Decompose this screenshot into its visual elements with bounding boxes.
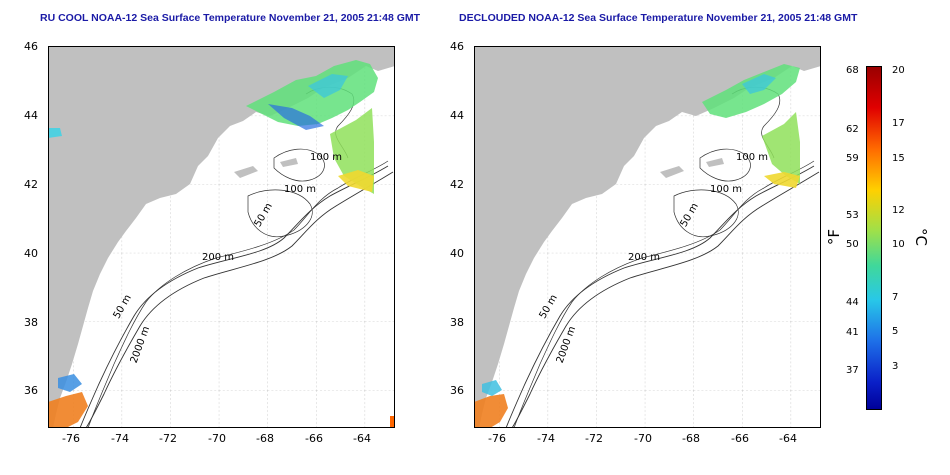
unit-fahrenheit: °F bbox=[825, 228, 844, 246]
right-lon-tick-68: -68 bbox=[682, 432, 700, 445]
cbar-f-37: 37 bbox=[846, 365, 859, 376]
unit-celsius: °C bbox=[911, 228, 930, 246]
right-lat-tick-46: 46 bbox=[450, 40, 464, 53]
land-mass bbox=[48, 46, 395, 428]
right-lat-tick-44: 44 bbox=[450, 109, 464, 122]
cbar-c-10: 10 bbox=[892, 239, 905, 250]
right-lon-tick-64: -64 bbox=[779, 432, 797, 445]
right-lat-tick-36: 36 bbox=[450, 384, 464, 397]
cbar-c-7: 7 bbox=[892, 292, 899, 303]
left-lon-tick-64: -64 bbox=[353, 432, 371, 445]
right-lon-tick-66: -66 bbox=[731, 432, 749, 445]
contour-label-100m-a: 100 m bbox=[310, 152, 342, 163]
left-lon-tick-70: -70 bbox=[208, 432, 226, 445]
land-mass bbox=[474, 46, 821, 428]
sst-cape-hatteras bbox=[48, 392, 88, 428]
contour-label-100m-b: 100 m bbox=[284, 184, 316, 195]
cbar-f-62: 62 bbox=[846, 124, 859, 135]
left-lat-tick-44: 44 bbox=[24, 109, 38, 122]
cbar-f-44: 44 bbox=[846, 297, 859, 308]
right-map-title: DECLOUDED NOAA-12 Sea Surface Temperatur… bbox=[459, 12, 858, 24]
left-lat-tick-46: 46 bbox=[24, 40, 38, 53]
right-lon-tick-70: -70 bbox=[634, 432, 652, 445]
cbar-f-50: 50 bbox=[846, 239, 859, 250]
left-lon-tick-66: -66 bbox=[305, 432, 323, 445]
left-map-title: RU COOL NOAA-12 Sea Surface Temperature … bbox=[40, 12, 421, 24]
cbar-c-17: 17 bbox=[892, 118, 905, 129]
right-lat-tick-42: 42 bbox=[450, 178, 464, 191]
left-lat-tick-36: 36 bbox=[24, 384, 38, 397]
cbar-c-3: 3 bbox=[892, 361, 899, 372]
contour-label-100m-b: 100 m bbox=[710, 184, 742, 195]
contour-label-200m: 200 m bbox=[628, 252, 660, 263]
left-lat-tick-42: 42 bbox=[24, 178, 38, 191]
right-lat-tick-40: 40 bbox=[450, 247, 464, 260]
left-lon-tick-72: -72 bbox=[159, 432, 177, 445]
cbar-c-20: 20 bbox=[892, 65, 905, 76]
right-lon-tick-74: -74 bbox=[537, 432, 555, 445]
contour-label-100m-a: 100 m bbox=[736, 152, 768, 163]
right-map-panel: 100 m 100 m 50 m 200 m 50 m 2000 m bbox=[474, 46, 821, 432]
cbar-c-5: 5 bbox=[892, 326, 899, 337]
cbar-f-41: 41 bbox=[846, 327, 859, 338]
cbar-c-12: 12 bbox=[892, 205, 905, 216]
cbar-f-53: 53 bbox=[846, 210, 859, 221]
right-lon-tick-72: -72 bbox=[585, 432, 603, 445]
contour-label-200m: 200 m bbox=[202, 252, 234, 263]
left-lon-tick-68: -68 bbox=[256, 432, 274, 445]
temperature-colorbar bbox=[866, 66, 882, 410]
cbar-f-68: 68 bbox=[846, 65, 859, 76]
right-sst-map: 100 m 100 m 50 m 200 m 50 m 2000 m bbox=[474, 46, 821, 429]
cbar-f-59: 59 bbox=[846, 153, 859, 164]
left-map-panel: 100 m 100 m 50 m 200 m 50 m 2000 m bbox=[48, 46, 395, 432]
left-sst-map: 100 m 100 m 50 m 200 m 50 m 2000 m bbox=[48, 46, 395, 429]
sst-cape-hatteras bbox=[474, 394, 508, 428]
left-lon-tick-74: -74 bbox=[111, 432, 129, 445]
left-lon-tick-76: -76 bbox=[62, 432, 80, 445]
right-lon-tick-76: -76 bbox=[488, 432, 506, 445]
left-lat-tick-40: 40 bbox=[24, 247, 38, 260]
right-lat-tick-38: 38 bbox=[450, 316, 464, 329]
left-lat-tick-38: 38 bbox=[24, 316, 38, 329]
cbar-c-15: 15 bbox=[892, 153, 905, 164]
